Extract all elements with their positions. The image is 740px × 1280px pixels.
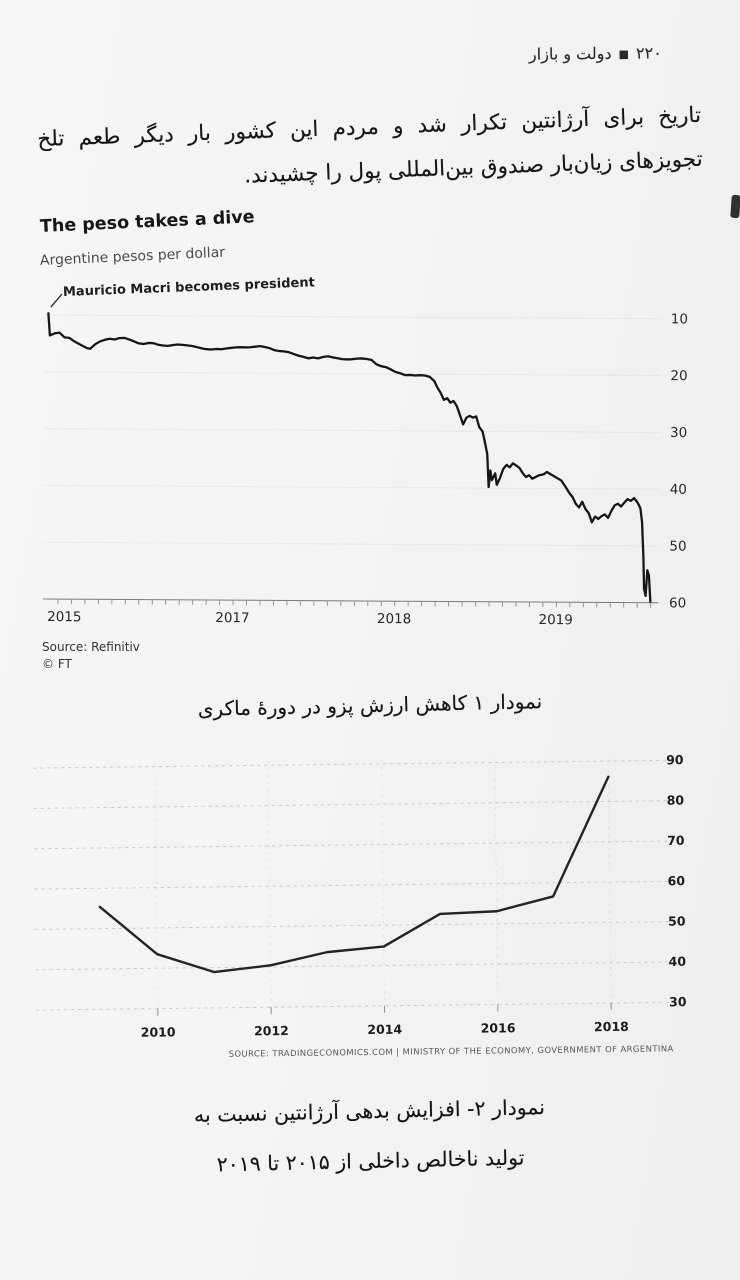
svg-text:2016: 2016 (481, 1020, 516, 1035)
svg-text:30: 30 (670, 425, 687, 441)
svg-text:2018: 2018 (594, 1019, 629, 1034)
svg-text:90: 90 (666, 752, 684, 767)
figure-2-caption: نمودار ۲- افزایش بدهی آرژانتین نسبت به ت… (0, 1078, 740, 1195)
svg-text:50: 50 (668, 913, 686, 928)
scan-artifact (730, 194, 740, 219)
ft-peso-chart: The peso takes a dive Argentine pesos pe… (0, 205, 740, 685)
svg-text:10: 10 (671, 311, 688, 327)
svg-text:60: 60 (669, 595, 686, 611)
svg-text:40: 40 (669, 954, 687, 969)
svg-text:2014: 2014 (367, 1022, 402, 1037)
svg-text:40: 40 (670, 482, 687, 498)
running-head: ۲۲۰ ■ دولت و بازار (529, 43, 662, 63)
svg-text:70: 70 (667, 833, 685, 848)
book-title: دولت و بازار (529, 43, 612, 64)
svg-text:2017: 2017 (215, 610, 249, 626)
svg-text:80: 80 (667, 792, 685, 807)
svg-text:60: 60 (668, 873, 686, 888)
svg-text:50: 50 (669, 539, 686, 555)
svg-text:2015: 2015 (47, 609, 81, 625)
section-square-icon: ■ (618, 47, 630, 61)
svg-text:2012: 2012 (254, 1023, 289, 1038)
debt-to-gdp-chart: 90 80 70 60 50 40 30 2010 2012 2014 2016 2018 SOURC… (0, 743, 740, 1082)
figure-1-caption: نمودار ۱ کاهش ارزش پزو در دورۀ ماکری (197, 689, 543, 721)
body-paragraph: تاریخ برای آرژانتین تکرار شد و مردم این … (37, 94, 704, 206)
page-number: ۲۲۰ (636, 43, 663, 63)
svg-text:20: 20 (670, 368, 687, 384)
chart-credit: © FT (42, 657, 72, 671)
svg-text:2019: 2019 (538, 612, 572, 628)
svg-text:30: 30 (669, 994, 687, 1009)
peso-line-chart: 10 20 30 40 50 60 2015 2017 2018 2019 (43, 293, 688, 628)
chart-source: Source: Refinitiv (42, 640, 140, 654)
svg-text:2018: 2018 (377, 611, 411, 627)
debt-line-chart: 90 80 70 60 50 40 30 2010 2012 2014 2016 2018 (33, 752, 687, 1040)
svg-text:2010: 2010 (141, 1024, 176, 1039)
